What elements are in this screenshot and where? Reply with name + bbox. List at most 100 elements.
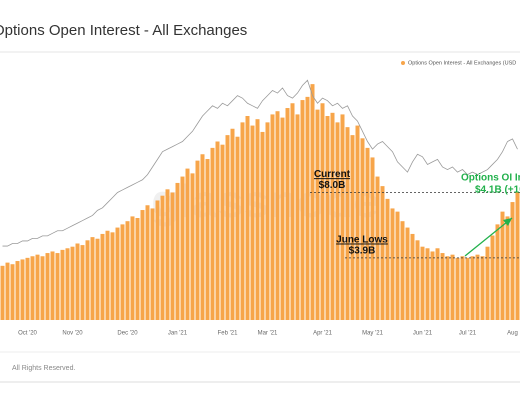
x-tick-label: Oct '20 — [18, 331, 37, 337]
bar — [345, 127, 350, 320]
bar — [80, 245, 85, 320]
bar — [480, 256, 485, 320]
bar — [450, 254, 455, 320]
bar — [360, 138, 365, 320]
bar — [15, 261, 20, 320]
bar — [130, 216, 135, 320]
bar — [30, 256, 35, 320]
x-tick-label: Mar '21 — [258, 331, 278, 337]
bar — [150, 208, 155, 320]
bar — [310, 84, 315, 320]
bar — [35, 254, 40, 320]
annotation-value: $3.9B — [349, 245, 376, 256]
bar — [275, 111, 280, 320]
bar — [475, 254, 480, 320]
x-tick-label: Feb '21 — [218, 331, 238, 337]
bar — [270, 114, 275, 320]
bar — [180, 176, 185, 320]
bar — [455, 257, 460, 320]
annotation-title: Current — [314, 169, 351, 180]
bar — [100, 233, 105, 320]
chart-title: Options Open Interest - All Exchanges — [0, 22, 247, 39]
bar — [145, 205, 150, 320]
price-line — [2, 79, 518, 247]
bar — [390, 208, 395, 320]
annotation-value: $8.0B — [319, 180, 346, 191]
bar — [340, 114, 345, 320]
bar — [365, 147, 370, 320]
bar — [195, 160, 200, 320]
x-tick-label: Nov '20 — [62, 331, 83, 337]
bar — [280, 117, 285, 320]
bar — [495, 224, 500, 320]
bar — [465, 257, 470, 320]
x-tick-label: Apr '21 — [313, 331, 332, 337]
bar — [515, 192, 520, 320]
bar — [70, 246, 75, 320]
bar — [305, 96, 310, 320]
bar — [500, 211, 505, 320]
bar — [405, 227, 410, 320]
bar — [445, 256, 450, 320]
x-tick-label: Aug — [507, 331, 518, 337]
bar — [385, 198, 390, 320]
bar — [410, 233, 415, 320]
bar — [325, 116, 330, 320]
legend-swatch — [401, 61, 405, 65]
bar — [0, 265, 5, 320]
bar — [85, 240, 90, 320]
bar — [395, 211, 400, 320]
bar — [140, 210, 145, 320]
bar — [55, 253, 60, 320]
x-tick-label: May '21 — [362, 331, 383, 337]
bar — [110, 232, 115, 320]
bar — [435, 248, 440, 320]
bar — [135, 218, 140, 320]
bar — [470, 256, 475, 320]
bar — [90, 237, 95, 320]
bar — [190, 173, 195, 320]
bar — [60, 249, 65, 320]
bar — [460, 256, 465, 320]
bar — [260, 131, 265, 320]
bar — [400, 221, 405, 320]
bar — [200, 154, 205, 320]
bar — [25, 257, 30, 320]
bar — [210, 147, 215, 320]
bar — [10, 264, 15, 320]
bar — [165, 189, 170, 320]
bar — [115, 227, 120, 320]
bar — [430, 251, 435, 320]
bar — [245, 116, 250, 320]
bar — [125, 221, 130, 320]
bar — [490, 235, 495, 320]
bar — [415, 240, 420, 320]
x-tick-label: Jul '21 — [459, 331, 477, 337]
bar — [45, 253, 50, 320]
bar — [215, 141, 220, 320]
bar — [220, 144, 225, 320]
legend-label: Options Open Interest - All Exchanges (U… — [408, 60, 516, 66]
callout-arrowhead — [503, 218, 512, 226]
bar — [330, 112, 335, 320]
callout-title: Options OI Inc — [461, 173, 520, 184]
bar — [75, 243, 80, 320]
bar — [355, 125, 360, 320]
bar — [65, 248, 70, 320]
bar — [225, 135, 230, 320]
bar — [230, 128, 235, 320]
bar — [235, 136, 240, 320]
bar — [20, 259, 25, 320]
bar — [95, 238, 100, 320]
bar — [120, 224, 125, 320]
bar — [370, 157, 375, 320]
bar — [105, 230, 110, 320]
x-tick-label: Jun '21 — [413, 331, 433, 337]
bar — [255, 119, 260, 320]
bar — [240, 122, 245, 320]
x-tick-label: Jan '21 — [168, 331, 188, 337]
bar — [160, 195, 165, 320]
bar — [315, 109, 320, 320]
